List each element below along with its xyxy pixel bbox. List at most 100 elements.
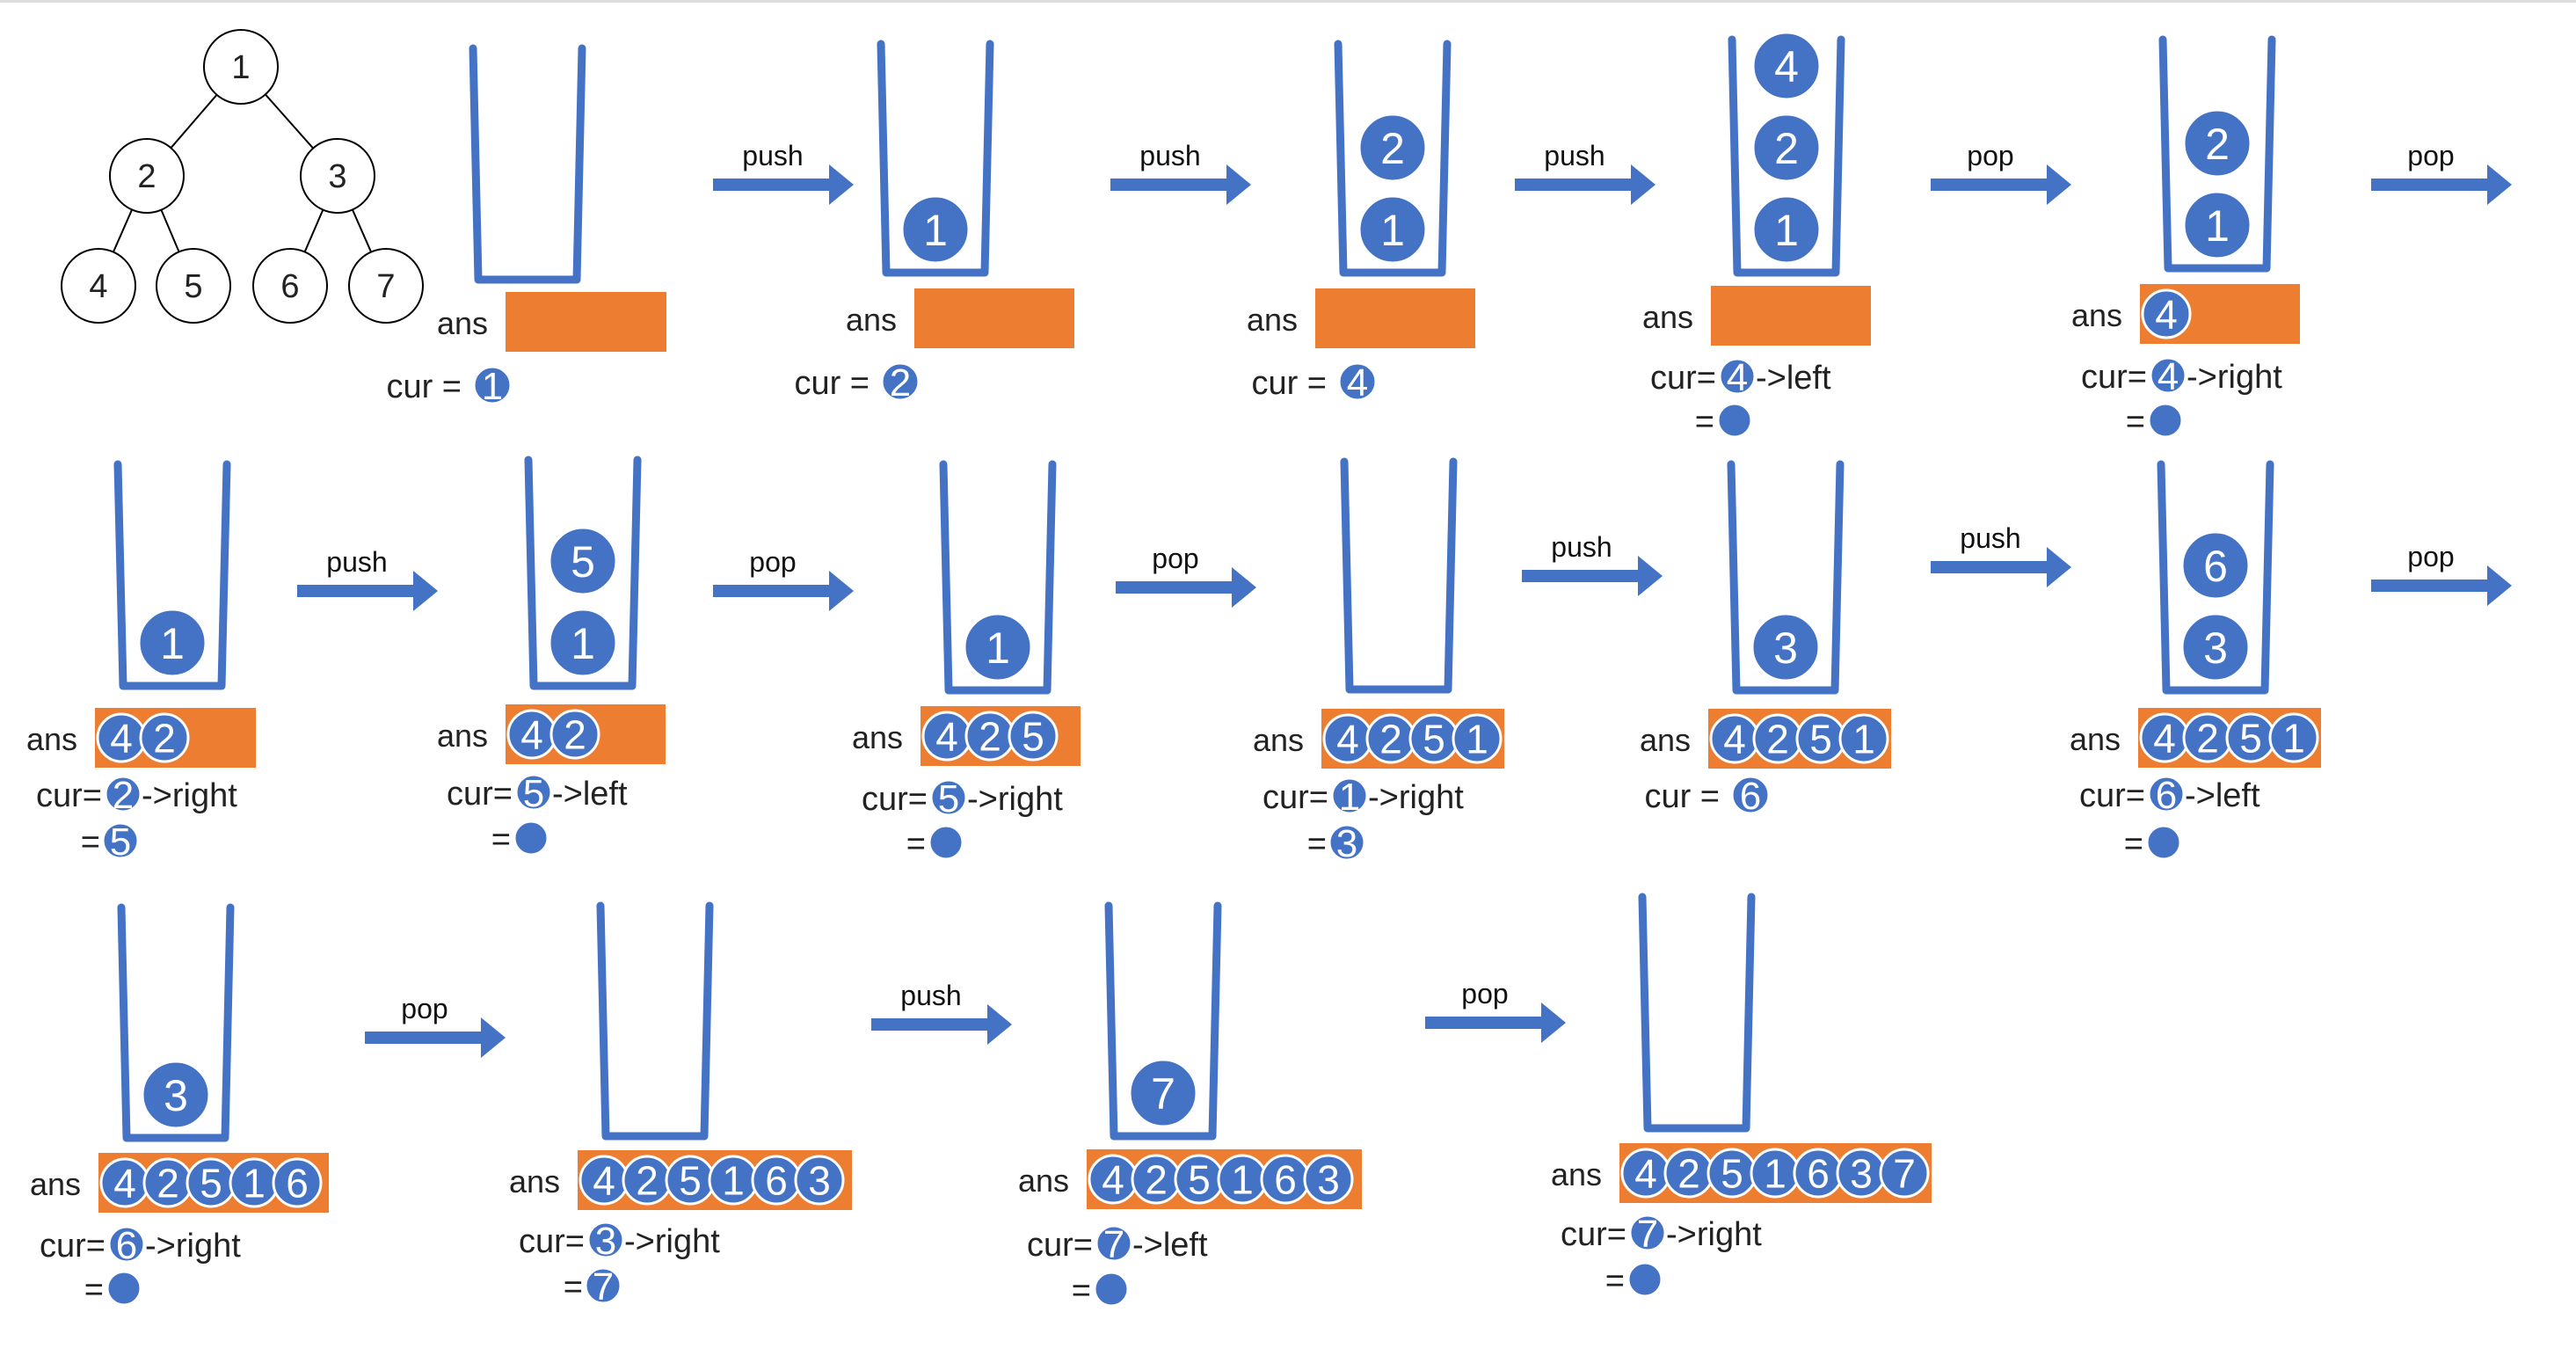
ans-item-label: 3 (808, 1158, 831, 1204)
cur-node-circle (107, 1225, 146, 1264)
arrow-icon (2371, 565, 2512, 606)
ans-item-label: 3 (1850, 1151, 1873, 1197)
ans-item: 5 (665, 1155, 716, 1206)
stack-item-label: 1 (1380, 206, 1405, 255)
ans-item-label: 2 (636, 1158, 659, 1204)
ans-item-label: 5 (1809, 717, 1832, 762)
cur-label: cur = (1251, 365, 1327, 402)
cur-direction: ->left (1132, 1227, 1208, 1264)
empty-node-circle (106, 1270, 142, 1307)
stack-item: 1 (900, 194, 971, 265)
ans-item: 4 (506, 709, 557, 760)
transition-arrow-12: pop (365, 993, 506, 1058)
transition-arrow-11: pop (2371, 541, 2512, 606)
cur-node-label: 7 (1637, 1213, 1658, 1256)
transition-arrow-4: pop (1931, 140, 2071, 205)
stack-item: 1 (1357, 194, 1428, 265)
ans-item: 1 (2268, 712, 2319, 763)
cur-node-label: 4 (1347, 361, 1368, 405)
stack-item-label: 7 (1151, 1069, 1175, 1119)
ans-item: 3 (1836, 1148, 1887, 1199)
top-divider (0, 0, 2576, 3)
ans-item-label: 2 (1677, 1151, 1700, 1197)
ans-item-label: 1 (1764, 1151, 1786, 1197)
equals-sign: = (84, 1272, 104, 1309)
ans-label: ans (1640, 722, 1691, 758)
cur-direction: ->left (2185, 777, 2260, 814)
ans-item: 5 (1408, 713, 1459, 764)
cur-line: cur = 4 (1251, 361, 1378, 405)
cur-node: 7 (1628, 1213, 1667, 1256)
stack-item-circle (548, 608, 618, 678)
ans-item: 4 (1620, 1148, 1671, 1199)
ans-box (914, 288, 1074, 348)
stack-item-label: 3 (164, 1071, 188, 1120)
ans-item: 5 (2225, 712, 2276, 763)
stack-item-label: 3 (1773, 623, 1798, 673)
ans-item: 4 (1709, 713, 1760, 764)
step-10: 3 ans 4 2 5 1 cur = 6 (1640, 460, 1891, 818)
cur-line: cur= 6 ->right (40, 1224, 241, 1267)
ans-item-label: 2 (2196, 716, 2219, 762)
ans-item: 6 (272, 1157, 323, 1208)
ans-item-circle (1303, 1154, 1354, 1205)
tree-node-label: 4 (89, 268, 107, 305)
cur-line: cur = 2 (794, 361, 921, 405)
ans-item: 5 (1706, 1148, 1757, 1199)
transition-arrow-6: push (297, 546, 438, 611)
ans-item-label: 1 (243, 1161, 266, 1207)
empty-node (2147, 402, 2184, 439)
ans-item: 2 (622, 1155, 673, 1206)
cur-node-label: 6 (1740, 775, 1761, 818)
ans-item-label: 2 (564, 712, 586, 758)
cur-line: cur= 4 ->left (1650, 356, 1831, 399)
stack-item-label: 1 (986, 623, 1010, 673)
tree-node-5: 5 (156, 248, 231, 324)
empty-node (1716, 402, 1753, 439)
cur-node-label: 1 (1339, 776, 1360, 819)
cur-label: cur = (386, 368, 462, 405)
cur-result-node: 5 (101, 820, 140, 864)
ans-item-label: 2 (979, 714, 1001, 760)
arrow-label: pop (1967, 140, 2013, 171)
cur-node: 2 (104, 774, 142, 817)
stack-contents: 3 (1750, 612, 1821, 682)
cur-line: cur= 4 ->right (2081, 355, 2282, 398)
tree-node-label: 2 (137, 158, 156, 195)
stack-item-circle (2180, 530, 2251, 601)
cur-node: 3 (586, 1220, 625, 1263)
cur-node-label: 2 (113, 774, 134, 817)
arrow-icon (1931, 164, 2071, 205)
ans-item: 5 (1174, 1154, 1225, 1205)
arrow-label: push (1139, 140, 1200, 171)
empty-node-circle (1093, 1271, 1130, 1308)
stack-contents: 1 (900, 194, 971, 265)
arrow-label: push (1960, 522, 2020, 554)
cur-line: cur = 6 (1644, 775, 1771, 818)
tree-node-circle (300, 138, 375, 214)
stack-contents: 7 (1128, 1058, 1198, 1128)
cur-label: cur= (447, 776, 513, 813)
stack-item: 2 (2182, 108, 2252, 179)
ans-label: ans (1642, 299, 1693, 335)
stack-item: 2 (1357, 113, 1428, 183)
arrow-icon (1116, 567, 1256, 608)
arrow-icon (2371, 164, 2512, 205)
cur-node-circle (1628, 1214, 1667, 1252)
cur-node-label: 6 (2156, 774, 2177, 817)
ans-item: 4 (99, 1157, 150, 1208)
stack-item: 6 (2180, 530, 2251, 601)
stack-item: 3 (141, 1060, 211, 1130)
ans-item: 7 (1879, 1148, 1930, 1199)
cur-label: cur= (1263, 779, 1328, 816)
stack-item: 1 (137, 608, 207, 678)
arrow-label: push (326, 546, 387, 578)
